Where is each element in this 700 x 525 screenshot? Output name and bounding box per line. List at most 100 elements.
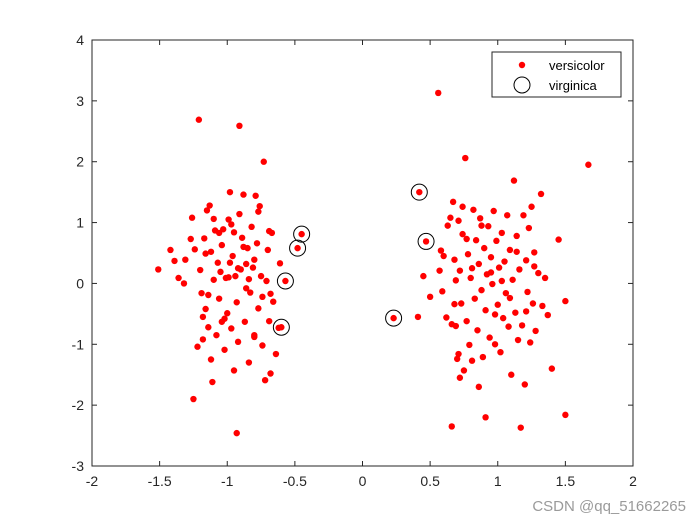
legend-marker-virginica — [513, 76, 531, 94]
point-versicolor-62 — [263, 277, 270, 285]
point-versicolor-35 — [229, 252, 236, 260]
point-versicolor-193 — [487, 269, 495, 276]
point-versicolor-28 — [219, 226, 227, 233]
point-versicolor-72 — [194, 343, 201, 350]
point-versicolor-60 — [260, 158, 267, 165]
point-versicolor-117 — [456, 374, 464, 381]
point-versicolor-149 — [498, 229, 506, 237]
point-versicolor-154 — [505, 323, 512, 330]
point-versicolor-139 — [485, 223, 492, 230]
point-versicolor-98 — [390, 314, 397, 322]
point-versicolor-179 — [544, 311, 551, 319]
y-tick-label-6: 3 — [76, 93, 84, 109]
point-versicolor-88 — [267, 290, 274, 297]
point-virginica-5 — [410, 183, 428, 201]
point-versicolor-116 — [456, 267, 464, 274]
plot-area — [92, 40, 633, 466]
point-versicolor-201 — [531, 263, 538, 270]
point-versicolor-87 — [205, 291, 212, 299]
point-versicolor-187 — [451, 300, 458, 308]
legend-marker-versicolor — [518, 61, 526, 69]
legend-label-versicolor: versicolor — [549, 58, 605, 73]
point-versicolor-64 — [265, 317, 273, 325]
point-versicolor-170 — [527, 339, 534, 346]
point-versicolor-184 — [585, 161, 592, 168]
point-versicolor-74 — [210, 215, 217, 223]
point-versicolor-129 — [472, 237, 480, 244]
point-versicolor-79 — [225, 274, 232, 281]
legend-box — [491, 51, 622, 98]
point-versicolor-168 — [524, 288, 531, 296]
point-versicolor-118 — [458, 300, 465, 307]
point-virginica-3 — [272, 318, 290, 336]
point-versicolor-59 — [259, 293, 266, 301]
point-versicolor-102 — [420, 272, 427, 280]
point-versicolor-94 — [282, 277, 289, 285]
point-versicolor-140 — [486, 334, 493, 341]
point-versicolor-175 — [535, 269, 542, 277]
legend-label-virginica: virginica — [549, 78, 597, 93]
point-versicolor-82 — [251, 333, 258, 341]
point-versicolor-159 — [512, 309, 519, 316]
point-versicolor-0 — [155, 266, 162, 273]
point-versicolor-114 — [453, 355, 461, 363]
point-versicolor-103 — [426, 293, 434, 301]
point-versicolor-7 — [190, 395, 197, 403]
point-versicolor-153 — [504, 212, 511, 219]
point-versicolor-25 — [215, 295, 223, 302]
point-versicolor-124 — [466, 341, 473, 349]
point-versicolor-12 — [199, 313, 207, 321]
point-versicolor-158 — [510, 177, 518, 184]
point-versicolor-40 — [236, 122, 243, 130]
point-versicolor-143 — [490, 207, 497, 215]
point-versicolor-13 — [201, 235, 208, 242]
point-versicolor-180 — [548, 365, 556, 372]
point-versicolor-195 — [522, 308, 530, 315]
point-versicolor-151 — [501, 258, 508, 265]
point-versicolor-133 — [478, 286, 485, 294]
point-versicolor-166 — [521, 381, 528, 388]
point-versicolor-112 — [451, 256, 458, 263]
legend: versicolor virginica — [491, 51, 622, 98]
point-versicolor-136 — [482, 307, 489, 314]
point-versicolor-172 — [529, 300, 537, 307]
point-versicolor-110 — [448, 423, 455, 430]
point-versicolor-186 — [448, 321, 455, 328]
point-versicolor-128 — [471, 295, 478, 302]
point-versicolor-108 — [443, 314, 450, 321]
point-versicolor-54 — [252, 192, 259, 199]
points-layer — [155, 89, 592, 437]
point-versicolor-15 — [203, 207, 211, 214]
point-versicolor-144 — [491, 341, 499, 348]
point-versicolor-171 — [528, 203, 535, 210]
point-versicolor-16 — [205, 324, 212, 331]
point-versicolor-41 — [236, 210, 243, 218]
point-versicolor-17 — [206, 202, 213, 209]
point-virginica-0 — [293, 225, 311, 243]
point-versicolor-18 — [207, 248, 215, 255]
point-versicolor-4 — [182, 256, 189, 263]
point-versicolor-137 — [482, 414, 489, 421]
point-versicolor-11 — [198, 289, 205, 297]
point-virginica-1 — [289, 239, 307, 257]
point-versicolor-78 — [199, 336, 207, 343]
point-versicolor-185 — [444, 222, 451, 229]
point-versicolor-192 — [506, 294, 514, 302]
point-versicolor-115 — [455, 217, 462, 224]
point-versicolor-177 — [539, 302, 546, 310]
point-versicolor-191 — [459, 203, 466, 210]
point-versicolor-90 — [202, 250, 209, 257]
point-versicolor-200 — [468, 265, 476, 272]
point-versicolor-134 — [479, 353, 487, 361]
y-tick-label-4: 1 — [76, 215, 84, 231]
point-versicolor-182 — [562, 297, 569, 305]
point-versicolor-164 — [518, 322, 526, 329]
point-versicolor-83 — [240, 243, 247, 251]
point-versicolor-174 — [532, 327, 539, 335]
point-versicolor-188 — [436, 267, 443, 274]
point-versicolor-190 — [498, 277, 506, 285]
point-versicolor-56 — [255, 305, 262, 312]
point-versicolor-163 — [517, 424, 524, 431]
point-versicolor-155 — [506, 246, 514, 254]
